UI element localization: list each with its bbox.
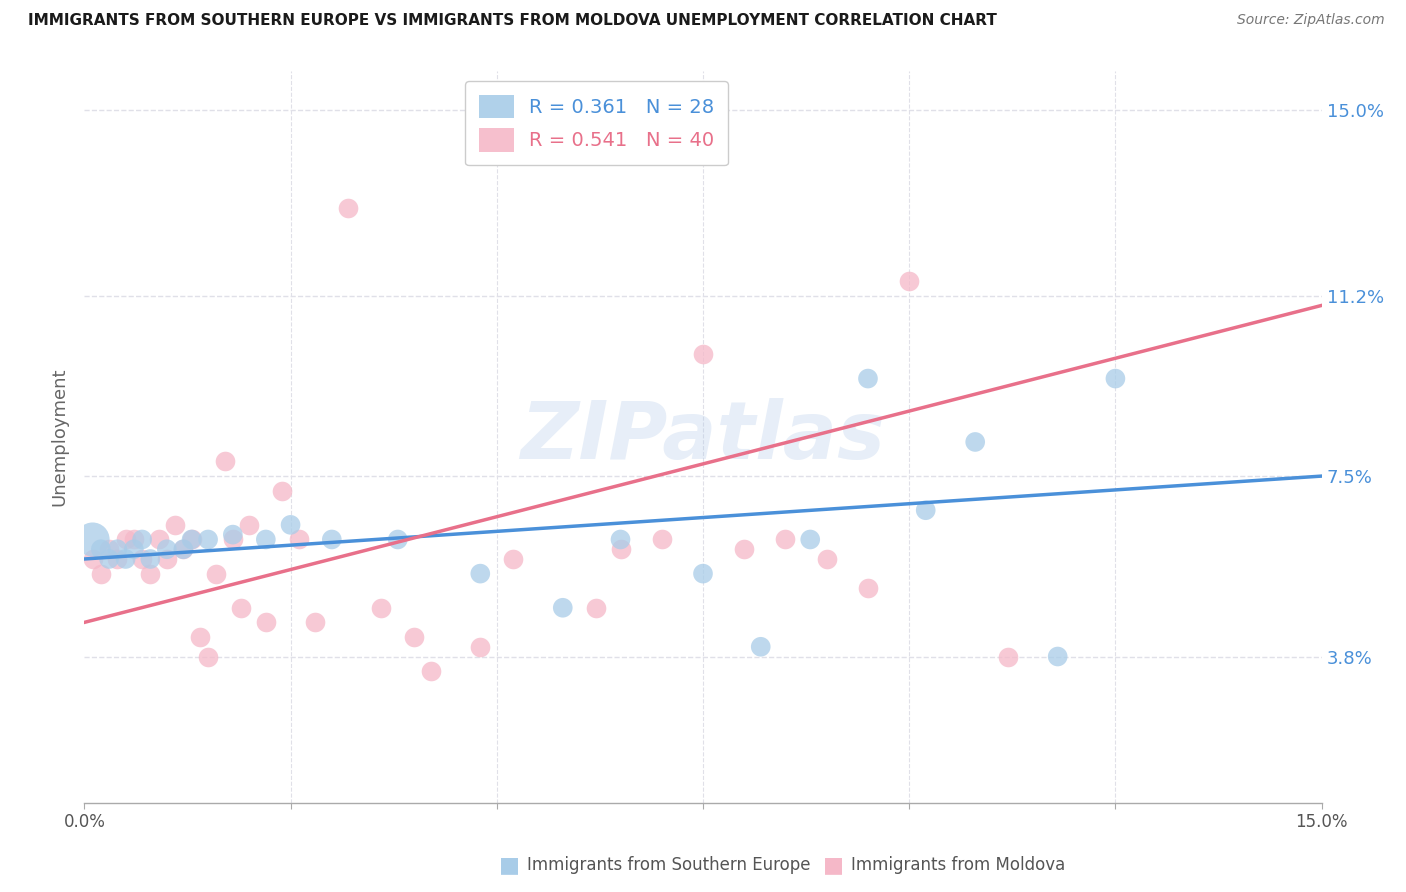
Point bbox=[114, 533, 136, 547]
Point bbox=[82, 533, 104, 547]
Point bbox=[856, 581, 879, 595]
Point bbox=[156, 542, 179, 557]
Point bbox=[815, 552, 838, 566]
Point bbox=[90, 542, 112, 557]
Point bbox=[122, 542, 145, 557]
Y-axis label: Unemployment: Unemployment bbox=[51, 368, 69, 507]
Point bbox=[114, 552, 136, 566]
Point bbox=[502, 552, 524, 566]
Point bbox=[551, 600, 574, 615]
Point bbox=[82, 552, 104, 566]
Point bbox=[172, 542, 194, 557]
Point bbox=[749, 640, 772, 654]
Point bbox=[131, 533, 153, 547]
Point bbox=[585, 600, 607, 615]
Point bbox=[775, 533, 797, 547]
Point bbox=[139, 552, 162, 566]
Point bbox=[609, 533, 631, 547]
Point bbox=[609, 542, 631, 557]
Point bbox=[404, 630, 426, 644]
Point bbox=[172, 542, 194, 557]
Point bbox=[205, 566, 228, 581]
Point bbox=[651, 533, 673, 547]
Point bbox=[914, 503, 936, 517]
Text: Source: ZipAtlas.com: Source: ZipAtlas.com bbox=[1237, 13, 1385, 28]
Point bbox=[387, 533, 409, 547]
Point bbox=[197, 649, 219, 664]
Point bbox=[470, 640, 492, 654]
Point bbox=[965, 434, 987, 449]
Point bbox=[131, 552, 153, 566]
Point bbox=[122, 533, 145, 547]
Point bbox=[898, 274, 921, 288]
Point bbox=[280, 517, 302, 532]
Point bbox=[238, 517, 260, 532]
Point bbox=[997, 649, 1019, 664]
Text: ■: ■ bbox=[823, 855, 844, 875]
Point bbox=[180, 533, 202, 547]
Point bbox=[197, 533, 219, 547]
Point bbox=[90, 566, 112, 581]
Point bbox=[254, 533, 277, 547]
Point bbox=[165, 517, 187, 532]
Point bbox=[214, 454, 236, 468]
Point bbox=[692, 347, 714, 361]
Point bbox=[1104, 371, 1126, 385]
Point bbox=[148, 533, 170, 547]
Point bbox=[180, 533, 202, 547]
Point bbox=[856, 371, 879, 385]
Point bbox=[254, 615, 277, 630]
Legend: R = 0.361   N = 28, R = 0.541   N = 40: R = 0.361 N = 28, R = 0.541 N = 40 bbox=[465, 81, 728, 166]
Point bbox=[304, 615, 326, 630]
Point bbox=[98, 542, 121, 557]
Point bbox=[370, 600, 392, 615]
Point bbox=[692, 566, 714, 581]
Point bbox=[105, 552, 128, 566]
Point bbox=[337, 201, 360, 215]
Point bbox=[156, 552, 179, 566]
Point bbox=[229, 600, 252, 615]
Point bbox=[139, 566, 162, 581]
Point bbox=[733, 542, 755, 557]
Text: Immigrants from Moldova: Immigrants from Moldova bbox=[851, 856, 1064, 874]
Point bbox=[98, 552, 121, 566]
Point bbox=[321, 533, 343, 547]
Point bbox=[188, 630, 211, 644]
Text: Immigrants from Southern Europe: Immigrants from Southern Europe bbox=[527, 856, 811, 874]
Point bbox=[105, 542, 128, 557]
Text: IMMIGRANTS FROM SOUTHERN EUROPE VS IMMIGRANTS FROM MOLDOVA UNEMPLOYMENT CORRELAT: IMMIGRANTS FROM SOUTHERN EUROPE VS IMMIG… bbox=[28, 13, 997, 29]
Point bbox=[288, 533, 311, 547]
Point bbox=[799, 533, 821, 547]
Point bbox=[470, 566, 492, 581]
Point bbox=[271, 483, 294, 498]
Point bbox=[222, 527, 245, 541]
Text: ■: ■ bbox=[499, 855, 520, 875]
Point bbox=[1046, 649, 1069, 664]
Point bbox=[222, 533, 245, 547]
Text: ZIPatlas: ZIPatlas bbox=[520, 398, 886, 476]
Point bbox=[419, 664, 441, 678]
